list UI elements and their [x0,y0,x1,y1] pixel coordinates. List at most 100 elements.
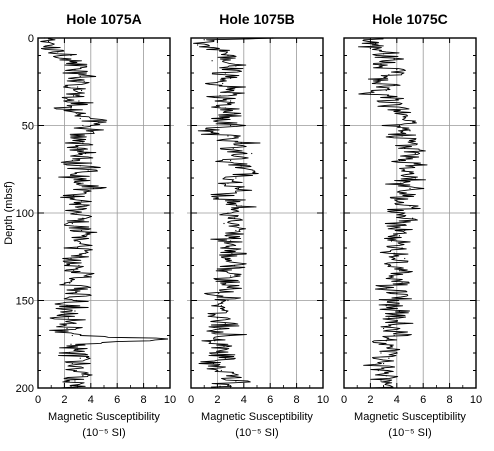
data-point [393,334,395,337]
data-point [71,362,73,365]
data-point [71,72,73,74]
data-point [77,247,79,249]
data-point [224,257,226,260]
data-point [197,44,199,46]
data-point [232,89,234,92]
data-point [400,182,402,184]
data-point [82,217,84,219]
data-point [219,95,221,97]
data-point [385,305,387,307]
data-point [87,170,89,172]
data-point [393,252,395,254]
data-point [396,68,398,71]
data-point [388,74,390,76]
data-point [390,240,393,242]
data-point [227,54,229,57]
data-point [74,310,76,312]
data-point [390,275,393,277]
data-point [219,49,221,51]
data-point [223,222,225,225]
data-point [235,65,237,67]
x-tick-label: 6 [420,394,426,406]
x-tick-label: 8 [294,394,300,406]
data-point [385,287,387,289]
data-point [375,42,377,44]
data-point [78,264,80,267]
data-point [369,93,371,95]
x-tick-label: 6 [114,394,120,406]
data-point [75,299,77,302]
data-point [412,121,414,123]
data-point [383,327,385,330]
data-point [214,340,216,342]
data-point [226,310,228,312]
data-point [69,282,71,284]
panel-title: Hole 1075C [372,11,447,27]
data-point [251,152,253,155]
panel-3: Hole 1075C 0 2 4 6 8 10 Magnetic Susceptibility… [340,11,482,439]
data-point [404,170,406,172]
panels: Hole 1075A 0 2 4 6 8 10 Magnetic Susceptibility… [16,11,482,439]
data-point [70,343,72,345]
data-point [74,240,76,242]
data-point [75,369,77,372]
data-point [401,282,403,284]
data-point [66,305,68,307]
data-point [219,385,221,387]
data-point [385,340,387,342]
data-point [235,380,237,382]
data-point [71,292,73,295]
data-point [233,217,236,219]
data-point [83,81,85,83]
data-point [369,47,371,50]
data-point [393,84,395,86]
data-point [226,235,228,237]
data-point [380,63,382,65]
data-point [75,212,77,214]
data-point [404,229,406,232]
data-point [398,124,401,127]
data-point [396,200,398,202]
data-point [383,362,385,365]
data-point [404,116,406,118]
x-tick-label: 4 [394,394,400,406]
data-point [74,68,76,71]
data-point [398,235,401,237]
data-point [383,53,385,55]
data-point [66,327,68,330]
data-point [206,130,208,132]
data-point [404,322,406,324]
data-point [409,130,411,132]
data-point [71,334,73,337]
y-tick-label: 50 [22,121,34,133]
data-point [227,375,229,377]
x-axis-label: Magnetic Susceptibility [201,411,313,423]
data-point [388,317,390,319]
data-point [67,317,69,319]
x-tick-label: 4 [241,394,247,406]
data-point [409,187,411,190]
data-point [80,89,83,92]
data-point [396,292,398,295]
data-point [80,229,83,232]
y-tick-label: 100 [16,208,34,220]
data-point [71,222,73,225]
panel-2: Hole 1075B 0 2 4 6 8 10 Magnetic Susceptibility… [187,11,329,439]
x-tick-label: 8 [447,394,453,406]
x-tick-label: 2 [367,394,373,406]
x-tick-label: 0 [35,394,41,406]
data-point [398,159,401,162]
data-point [70,257,72,260]
x-tick-label: 10 [470,394,482,406]
data-point [73,270,75,272]
series-line [40,37,168,389]
data-point [227,182,229,184]
data-point [414,177,416,179]
x-tick-label: 2 [214,394,220,406]
data-point [92,187,95,190]
data-point [232,147,234,149]
data-point [393,222,395,225]
data-point [74,177,76,179]
data-point [404,194,406,197]
